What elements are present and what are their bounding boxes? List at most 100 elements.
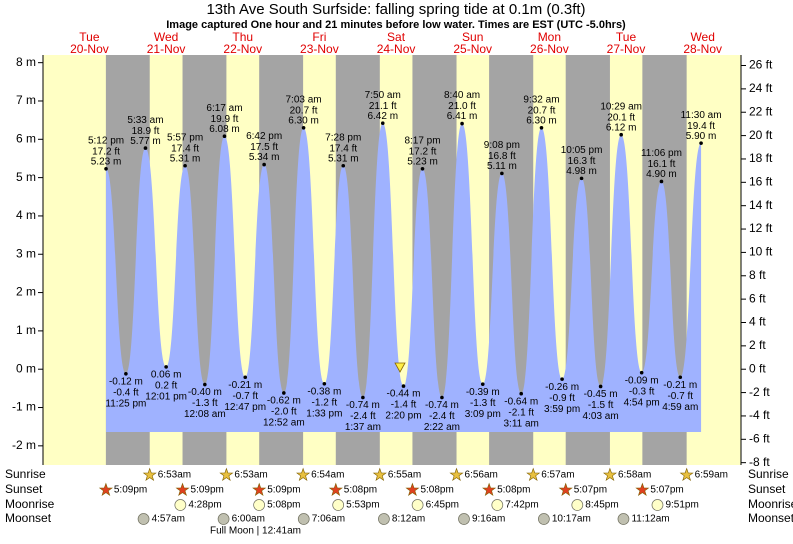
tide-point: [104, 167, 108, 171]
tide-label: -0.9 ft: [549, 393, 575, 404]
y-tick-label: 6 m: [16, 131, 36, 145]
tide-label: 17.2 ft: [409, 146, 437, 157]
row-label: Moonrise: [5, 497, 55, 511]
tide-label: 7:28 pm: [325, 132, 361, 143]
tide-label: 17.4 ft: [329, 143, 357, 154]
moonset-icon: [217, 513, 230, 525]
tide-label: 1:33 pm: [306, 408, 342, 419]
tide-label: 16.8 ft: [488, 151, 516, 162]
y2-tick-label: 8 ft: [749, 268, 766, 282]
tide-label: -0.44 m: [387, 389, 421, 400]
chart-title: 13th Ave South Surfside: falling spring …: [206, 1, 585, 18]
y-tick-label: 4 m: [16, 208, 36, 222]
y-tick-label: 2 m: [16, 285, 36, 299]
tide-label: 11:06 pm: [641, 148, 682, 159]
tide-label: 3:09 pm: [465, 409, 501, 420]
tide-point: [262, 162, 266, 167]
y2-tick-label: 2 ft: [749, 338, 766, 352]
day-name: Sun: [462, 30, 483, 44]
day-date: 22-Nov: [223, 42, 262, 56]
tide-label: -0.74 m: [425, 400, 459, 411]
tide-point: [143, 146, 148, 150]
moonset-icon: [137, 513, 150, 525]
tide-label: -0.26 m: [545, 382, 579, 393]
tide-label: -0.12 m: [109, 376, 143, 387]
row-label: Moonset: [5, 511, 52, 525]
moonset-time: 4:57am: [152, 514, 185, 525]
moonrise-time: 5:08pm: [267, 500, 300, 511]
y2-tick-label: 16 ft: [749, 174, 773, 188]
day-name: Tue: [616, 30, 637, 44]
tide-label: 21.1 ft: [369, 101, 397, 112]
sunset-time: 5:08pm: [344, 485, 377, 496]
day-date: 27-Nov: [607, 42, 646, 56]
tide-point: [539, 126, 544, 130]
moonrise-icon: [491, 499, 504, 511]
tide-label: 6.30 m: [288, 115, 319, 126]
sunset-time: 5:08pm: [497, 485, 530, 496]
tide-label: -0.62 m: [267, 396, 301, 407]
tide-label: 12:52 am: [263, 418, 305, 429]
sunset-time: 5:09pm: [267, 485, 300, 496]
y2-tick-label: -8 ft: [749, 455, 770, 469]
moonset-time: 8:12am: [392, 514, 425, 525]
tide-label: -1.4 ft: [391, 400, 417, 411]
y-tick-label: 5 m: [16, 170, 36, 184]
tide-point: [659, 179, 664, 184]
moon-phase: Full Moon | 12:41am: [210, 526, 301, 537]
moonrise-time: 4:28pm: [188, 500, 221, 511]
tide-label: 5.11 m: [487, 161, 517, 172]
tide-label: 5.31 m: [328, 153, 359, 164]
moonrise-icon: [411, 499, 424, 511]
y2-tick-label: 20 ft: [749, 128, 773, 142]
tide-label: 9:32 am: [523, 94, 559, 105]
tide-point: [301, 126, 306, 130]
moonrise-icon: [174, 499, 187, 511]
row-label: Sunrise: [748, 467, 789, 481]
tide-label: 6:17 am: [206, 103, 242, 114]
tide-label: 5.77 m: [130, 136, 161, 147]
tide-label: 6.30 m: [526, 115, 557, 126]
y2-tick-label: 18 ft: [749, 151, 773, 165]
tide-point: [183, 163, 187, 168]
y-tick-label: 8 m: [16, 55, 36, 69]
sunrise-icon: [142, 467, 157, 482]
tide-label: 0.06 m: [151, 370, 182, 381]
tide-point: [222, 134, 227, 139]
day-name: Fri: [312, 30, 326, 44]
day-date: 23-Nov: [300, 42, 339, 56]
tide-label: 4:03 am: [583, 411, 619, 422]
tide-point: [480, 382, 485, 386]
moonrise-time: 9:51pm: [665, 500, 698, 511]
tide-label: 2:20 pm: [385, 411, 421, 422]
tide-label: 18.9 ft: [132, 126, 160, 137]
sunrise-time: 6:55am: [388, 470, 421, 481]
y-tick-label: 0 m: [16, 361, 36, 375]
row-label: Sunset: [5, 482, 43, 496]
y2-tick-label: 6 ft: [749, 291, 766, 305]
tide-label: 17.2 ft: [92, 146, 120, 157]
tide-label: -0.39 m: [466, 387, 500, 398]
y2-tick-label: -4 ft: [749, 408, 770, 422]
moonrise-icon: [253, 499, 265, 511]
tide-label: 0.2 ft: [155, 381, 177, 392]
day-date: 24-Nov: [377, 42, 416, 56]
day-date: 20-Nov: [70, 42, 109, 56]
tide-point: [699, 141, 703, 145]
moonrise-time: 7:42pm: [505, 500, 538, 511]
tide-label: 6.12 m: [606, 122, 637, 133]
tide-point: [203, 382, 207, 387]
moonrise-icon: [571, 499, 584, 511]
sunset-icon: [635, 482, 650, 497]
tide-label: 7:50 am: [365, 90, 401, 101]
tide-label: 1:37 am: [345, 422, 381, 433]
tide-label: -0.21 m: [663, 380, 697, 391]
tide-label: 3:59 pm: [544, 404, 580, 415]
tide-point: [519, 391, 524, 396]
day-date: 26-Nov: [530, 42, 569, 56]
tide-point: [124, 372, 128, 376]
tide-point: [598, 384, 603, 389]
y2-tick-label: 24 ft: [749, 81, 773, 95]
